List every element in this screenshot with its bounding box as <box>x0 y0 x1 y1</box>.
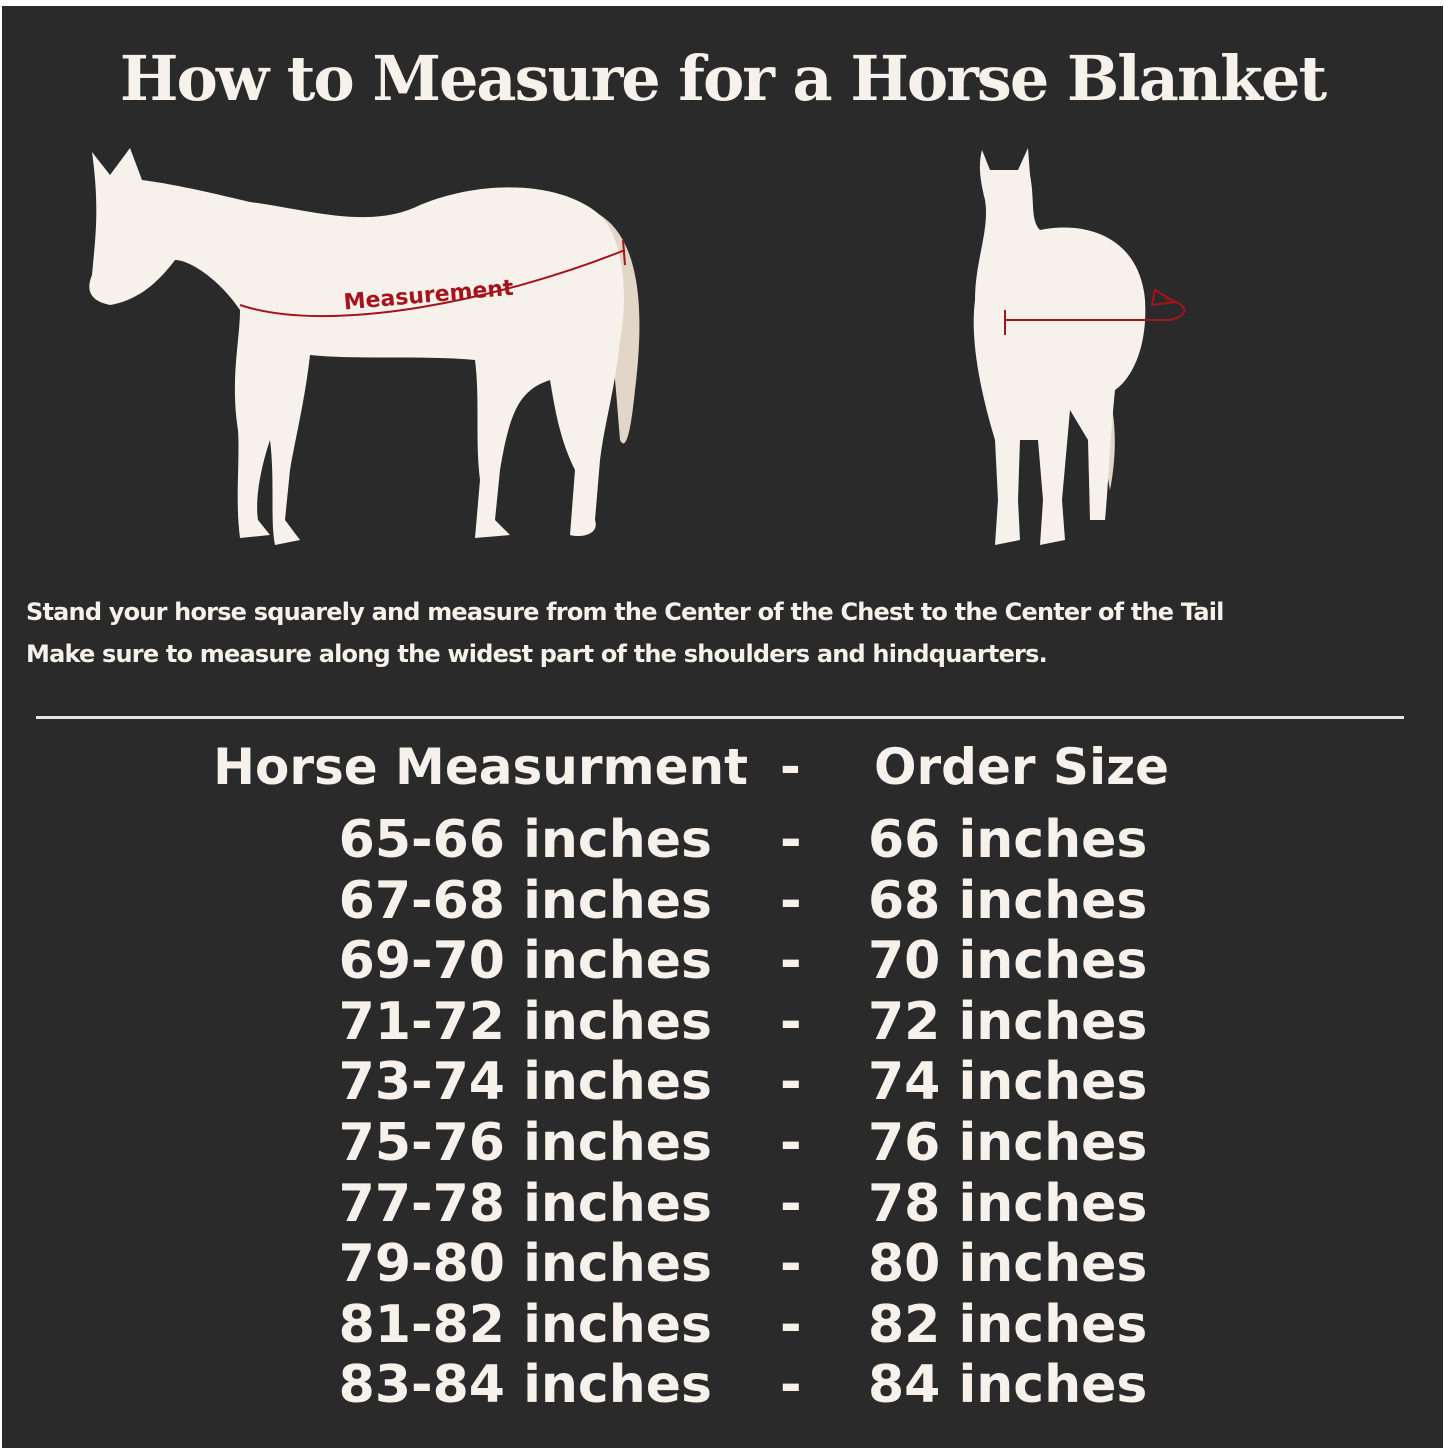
header-separator: - <box>780 738 801 796</box>
order-size-cell: 84 inches <box>868 1355 1148 1416</box>
header-horse-measurement: Horse Measurment <box>213 738 748 796</box>
horse-measurement-cell: 67-68 inches <box>338 870 712 931</box>
separator-cell: - <box>780 1294 802 1355</box>
horse-side-view-illustration: Measurement <box>89 148 640 545</box>
table-row: 81-82 inches - 82 inches <box>0 1295 1445 1355</box>
separator-cell: - <box>780 931 802 992</box>
separator-cell: - <box>780 1355 802 1416</box>
divider <box>36 716 1404 719</box>
order-size-cell: 78 inches <box>868 1173 1148 1234</box>
horse-front-silhouette <box>973 148 1146 545</box>
order-size-cell: 70 inches <box>868 931 1148 992</box>
horse-measurement-cell: 81-82 inches <box>338 1294 712 1355</box>
order-size-cell: 66 inches <box>868 810 1148 870</box>
separator-cell: - <box>780 1052 802 1113</box>
table-row: 75-76 inches - 76 inches <box>0 1113 1445 1173</box>
separator-cell: - <box>780 870 802 931</box>
separator-cell: - <box>780 991 802 1052</box>
horse-measurement-cell: 69-70 inches <box>338 931 712 992</box>
order-size-cell: 76 inches <box>868 1113 1148 1173</box>
size-table-header: Horse Measurment - Order Size <box>0 738 1445 798</box>
order-size-cell: 82 inches <box>868 1294 1148 1355</box>
separator-cell: - <box>780 1173 802 1234</box>
instruction-line-2: Make sure to measure along the widest pa… <box>26 640 1048 668</box>
header-order-size: Order Size <box>874 738 1170 796</box>
measurement-line <box>239 249 626 318</box>
horse-measurement-cell: 73-74 inches <box>338 1052 712 1113</box>
horse-measurement-cell: 65-66 inches <box>338 810 712 870</box>
order-size-cell: 72 inches <box>868 991 1148 1052</box>
order-size-cell: 68 inches <box>868 870 1148 931</box>
horse-side-silhouette <box>89 148 624 545</box>
table-row: 65-66 inches - 66 inches <box>0 810 1445 870</box>
table-row: 69-70 inches - 70 inches <box>0 931 1445 991</box>
separator-cell: - <box>780 1113 802 1173</box>
table-row: 83-84 inches - 84 inches <box>0 1355 1445 1415</box>
horse-measurement-cell: 75-76 inches <box>338 1113 712 1173</box>
page-title: How to Measure for a Horse Blanket <box>119 42 1327 115</box>
table-row: 79-80 inches - 80 inches <box>0 1234 1445 1294</box>
separator-cell: - <box>780 810 802 870</box>
horse-measurement-cell: 77-78 inches <box>338 1173 712 1234</box>
separator-cell: - <box>780 1234 802 1295</box>
horse-measurement-cell: 71-72 inches <box>338 991 712 1052</box>
horse-measurement-cell: 83-84 inches <box>338 1355 712 1416</box>
order-size-cell: 80 inches <box>868 1234 1148 1295</box>
table-row: 77-78 inches - 78 inches <box>0 1174 1445 1234</box>
horse-front-view-illustration <box>973 148 1186 545</box>
table-row: 67-68 inches - 68 inches <box>0 871 1445 931</box>
table-row: 71-72 inches - 72 inches <box>0 992 1445 1052</box>
table-row: 73-74 inches - 74 inches <box>0 1052 1445 1112</box>
arrow-icon <box>1150 288 1178 307</box>
order-size-cell: 74 inches <box>868 1052 1148 1113</box>
horse-measurement-cell: 79-80 inches <box>338 1234 712 1295</box>
instruction-line-1: Stand your horse squarely and measure fr… <box>26 598 1224 626</box>
